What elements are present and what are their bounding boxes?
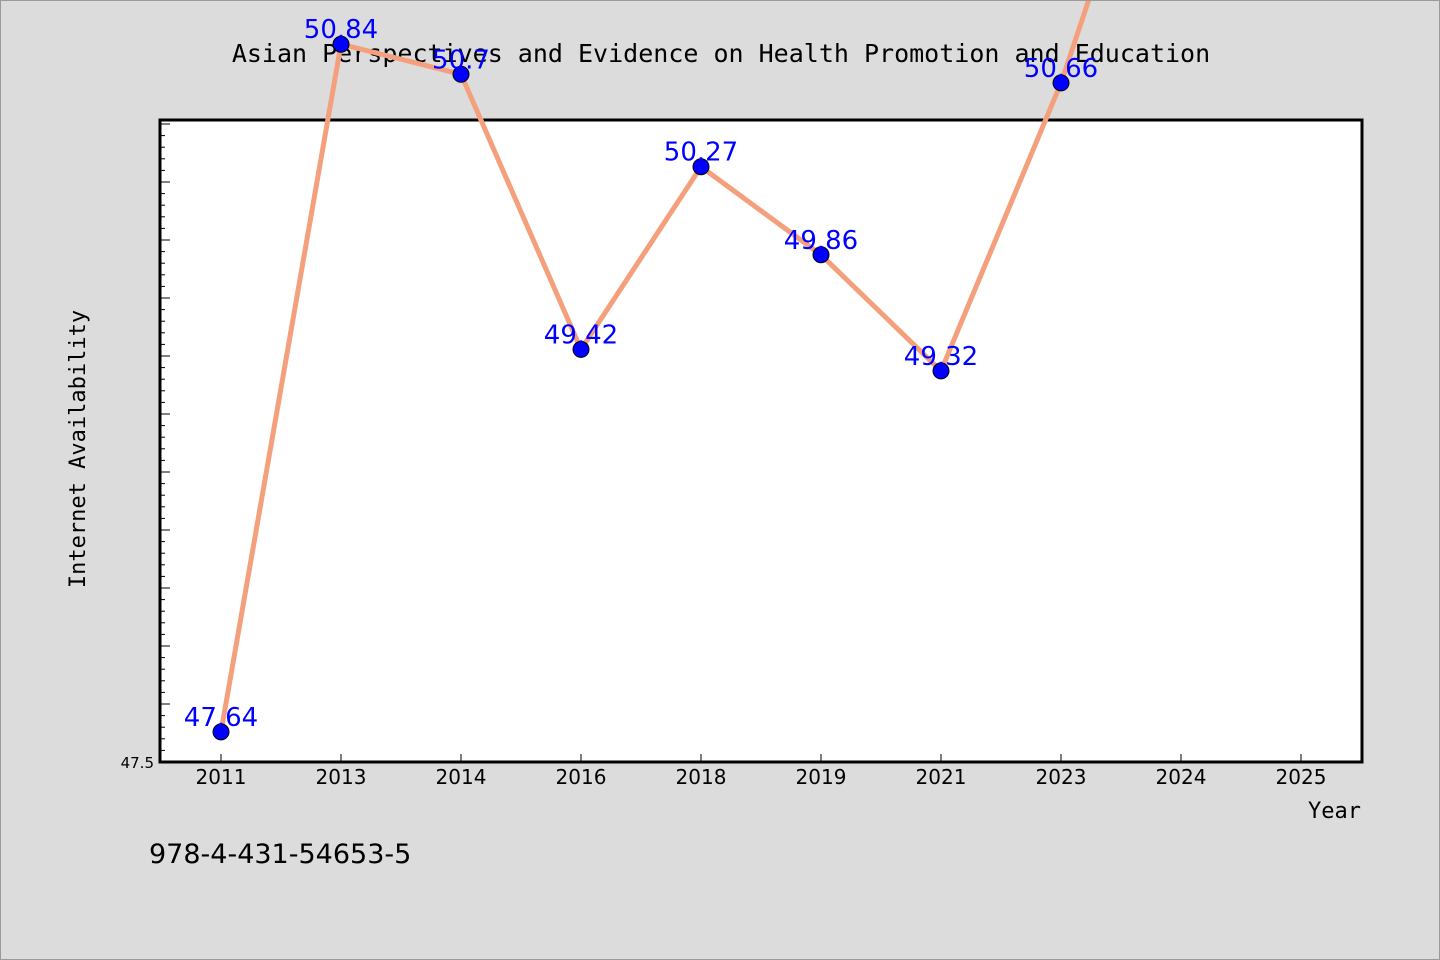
x-tick-label: 2021 [916, 765, 967, 789]
x-tick-label: 2019 [796, 765, 847, 789]
data-point [452, 65, 470, 83]
x-tick-label: 2011 [196, 765, 247, 789]
y-tick-label: 47.5 [121, 754, 154, 772]
data-label: 50.27 [664, 138, 738, 168]
x-tick-label: 2018 [676, 765, 727, 789]
x-tick-label: 2024 [1156, 765, 1207, 789]
x-tick-label: 2023 [1036, 765, 1087, 789]
data-point [932, 362, 950, 380]
data-label: 49.86 [784, 226, 858, 256]
x-axis-ticks [220, 754, 1302, 762]
isbn-text: 978-4-431-54653-5 [149, 839, 411, 870]
x-tick-label: 2013 [316, 765, 367, 789]
plot-area [158, 118, 1364, 764]
data-label: 50.84 [304, 15, 378, 45]
data-point [212, 723, 230, 741]
x-tick-label: 2014 [436, 765, 487, 789]
data-point [692, 158, 710, 176]
data-point [572, 340, 590, 358]
x-tick-label: 2025 [1276, 765, 1327, 789]
data-label: 49.42 [544, 320, 618, 350]
data-labels: 47.6450.8450.749.4250.2749.8649.3250.665… [184, 15, 1098, 733]
series-line [218, 1, 1092, 735]
x-axis-label: Year [1308, 799, 1361, 824]
x-tick-label: 2016 [556, 765, 607, 789]
y-axis-label: Internet Availability [66, 310, 91, 588]
data-point [332, 35, 350, 53]
series-markers [212, 35, 1070, 741]
x-tick-labels: 2011 2013 2014 2016 2018 2019 2021 2023 2024 2025 [196, 765, 1327, 789]
data-label: 49.32 [904, 342, 978, 372]
data-label: 47.64 [184, 703, 258, 733]
data-label: 50.66 [1024, 54, 1098, 84]
data-point [812, 246, 830, 264]
chart-title: Asian Perspectives and Evidence on Healt… [232, 39, 1210, 68]
data-point [1052, 74, 1070, 92]
y-axis-ticks [160, 123, 170, 763]
data-label: 50.7 [432, 45, 490, 75]
